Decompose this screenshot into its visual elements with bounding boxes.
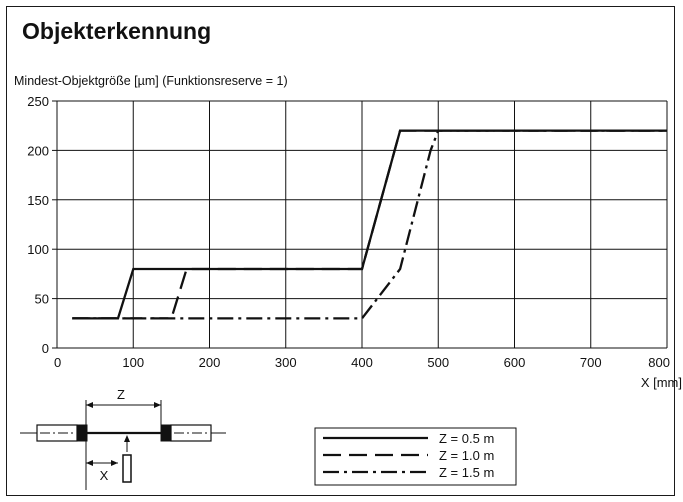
x-dimension-label: X xyxy=(100,468,109,483)
series-line-2 xyxy=(72,129,667,320)
x-tick-label: 200 xyxy=(199,355,221,370)
receiver-lens xyxy=(160,424,172,442)
z-arrow-right-icon xyxy=(154,402,161,408)
x-tick-label: 400 xyxy=(351,355,373,370)
sensor-diagram xyxy=(20,400,226,490)
legend-label-2: Z = 1.0 m xyxy=(439,448,494,463)
y-tick-label: 100 xyxy=(27,242,49,257)
x-arrow-right-icon xyxy=(111,460,118,466)
y-tick-label: 150 xyxy=(27,193,49,208)
y-tick-label: 0 xyxy=(42,341,49,356)
y-tick-label: 50 xyxy=(35,292,49,307)
emitter-lens xyxy=(76,424,88,442)
x-arrow-left-icon xyxy=(86,460,93,466)
test-object xyxy=(122,454,132,483)
z-dimension-label: Z xyxy=(117,387,125,402)
chart-legend: Z = 0.5 m Z = 1.0 m Z = 1.5 m xyxy=(314,427,517,486)
y-tick-label: 250 xyxy=(27,94,49,109)
x-tick-label: 500 xyxy=(427,355,449,370)
x-tick-label: 700 xyxy=(580,355,602,370)
chart-ticks: 0 100 200 300 400 500 600 700 800 0 50 100 150 200 250 xyxy=(27,94,670,370)
series-line-1 xyxy=(72,129,667,320)
x-tick-label: 100 xyxy=(122,355,144,370)
chart-grid xyxy=(52,100,668,349)
legend-label-3: Z = 1.5 m xyxy=(439,465,494,480)
figure-frame xyxy=(6,6,675,496)
chart-series xyxy=(72,129,667,320)
legend-label-1: Z = 0.5 m xyxy=(439,431,494,446)
z-arrow-left-icon xyxy=(86,402,93,408)
series-line-3 xyxy=(72,129,667,320)
x-tick-label: 0 xyxy=(54,355,61,370)
page-title: Objekterkennung xyxy=(22,18,212,44)
x-tick-label: 600 xyxy=(504,355,526,370)
object-arrow-icon xyxy=(124,435,130,442)
y-tick-label: 200 xyxy=(27,143,49,158)
x-axis-label: X [mm] xyxy=(641,375,682,390)
receiver-housing xyxy=(170,424,212,442)
y-axis-label: Mindest-Objektgröße [µm] (Funktionsreser… xyxy=(14,74,288,88)
x-tick-label: 800 xyxy=(648,355,670,370)
x-tick-label: 300 xyxy=(275,355,297,370)
